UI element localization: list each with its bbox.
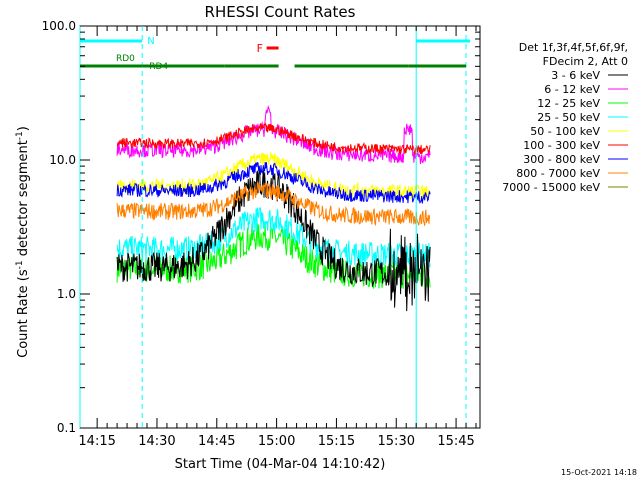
plot-border — [79, 25, 481, 429]
x-tick-label: 15:45 — [437, 434, 474, 449]
legend-item-label: 800 - 7000 keV — [516, 167, 600, 180]
legend-item-label: 300 - 800 keV — [523, 153, 600, 166]
series-line — [116, 162, 431, 204]
series-layer — [116, 105, 431, 312]
flare-label: F — [257, 42, 263, 55]
observation-markers: N F RD0 RD4 — [79, 26, 471, 428]
series-line — [116, 180, 431, 227]
x-tick-label: 15:30 — [378, 434, 415, 449]
series-line — [116, 105, 431, 164]
legend-header: FDecim 2, Att 0 — [543, 55, 628, 68]
axes: 0.1 1.0 10.0 100.0 14:15 14:30 14:45 15:00 15:15… — [42, 19, 480, 449]
legend-item-label: 3 - 6 keV — [551, 69, 600, 82]
x-tick-label: 14:45 — [198, 434, 235, 449]
y-tick-label: 1.0 — [57, 287, 76, 301]
y-axis-label: Count Rate (s-1 detector segment-1) — [15, 126, 31, 358]
series-line — [116, 122, 431, 156]
plot-area — [79, 25, 481, 429]
chart-title: RHESSI Count Rates — [205, 3, 356, 21]
x-tick-label: 14:30 — [138, 434, 175, 449]
series-line — [116, 151, 431, 200]
legend-item-label: 100 - 300 keV — [523, 139, 600, 152]
x-tick-label: 15:15 — [318, 434, 355, 449]
x-axis-label: Start Time (04-Mar-04 14:10:42) — [175, 457, 386, 472]
y-tick-label: 100.0 — [42, 19, 76, 33]
legend-item-label: 12 - 25 keV — [537, 97, 600, 110]
y-tick-label: 0.1 — [57, 421, 76, 435]
series-line — [116, 170, 431, 312]
rd4-label: RD4 — [149, 62, 168, 72]
x-tick-label: 15:00 — [258, 434, 295, 449]
timestamp: 15-Oct-2021 14:18 — [561, 468, 637, 477]
legend: Det 1f,3f,4f,5f,6f,9f,FDecim 2, Att 03 -… — [502, 41, 628, 194]
y-tick-label: 10.0 — [49, 153, 76, 167]
legend-item-label: 50 - 100 keV — [530, 125, 600, 138]
legend-item-label: 7000 - 15000 keV — [502, 181, 600, 194]
x-tick-label: 14:15 — [78, 434, 115, 449]
legend-header: Det 1f,3f,4f,5f,6f,9f, — [519, 41, 628, 54]
legend-item-label: 6 - 12 keV — [544, 83, 600, 96]
night-label: N — [147, 36, 154, 47]
series-line — [116, 207, 431, 268]
rd0-label: RD0 — [116, 54, 135, 64]
legend-item-label: 25 - 50 keV — [537, 111, 600, 124]
